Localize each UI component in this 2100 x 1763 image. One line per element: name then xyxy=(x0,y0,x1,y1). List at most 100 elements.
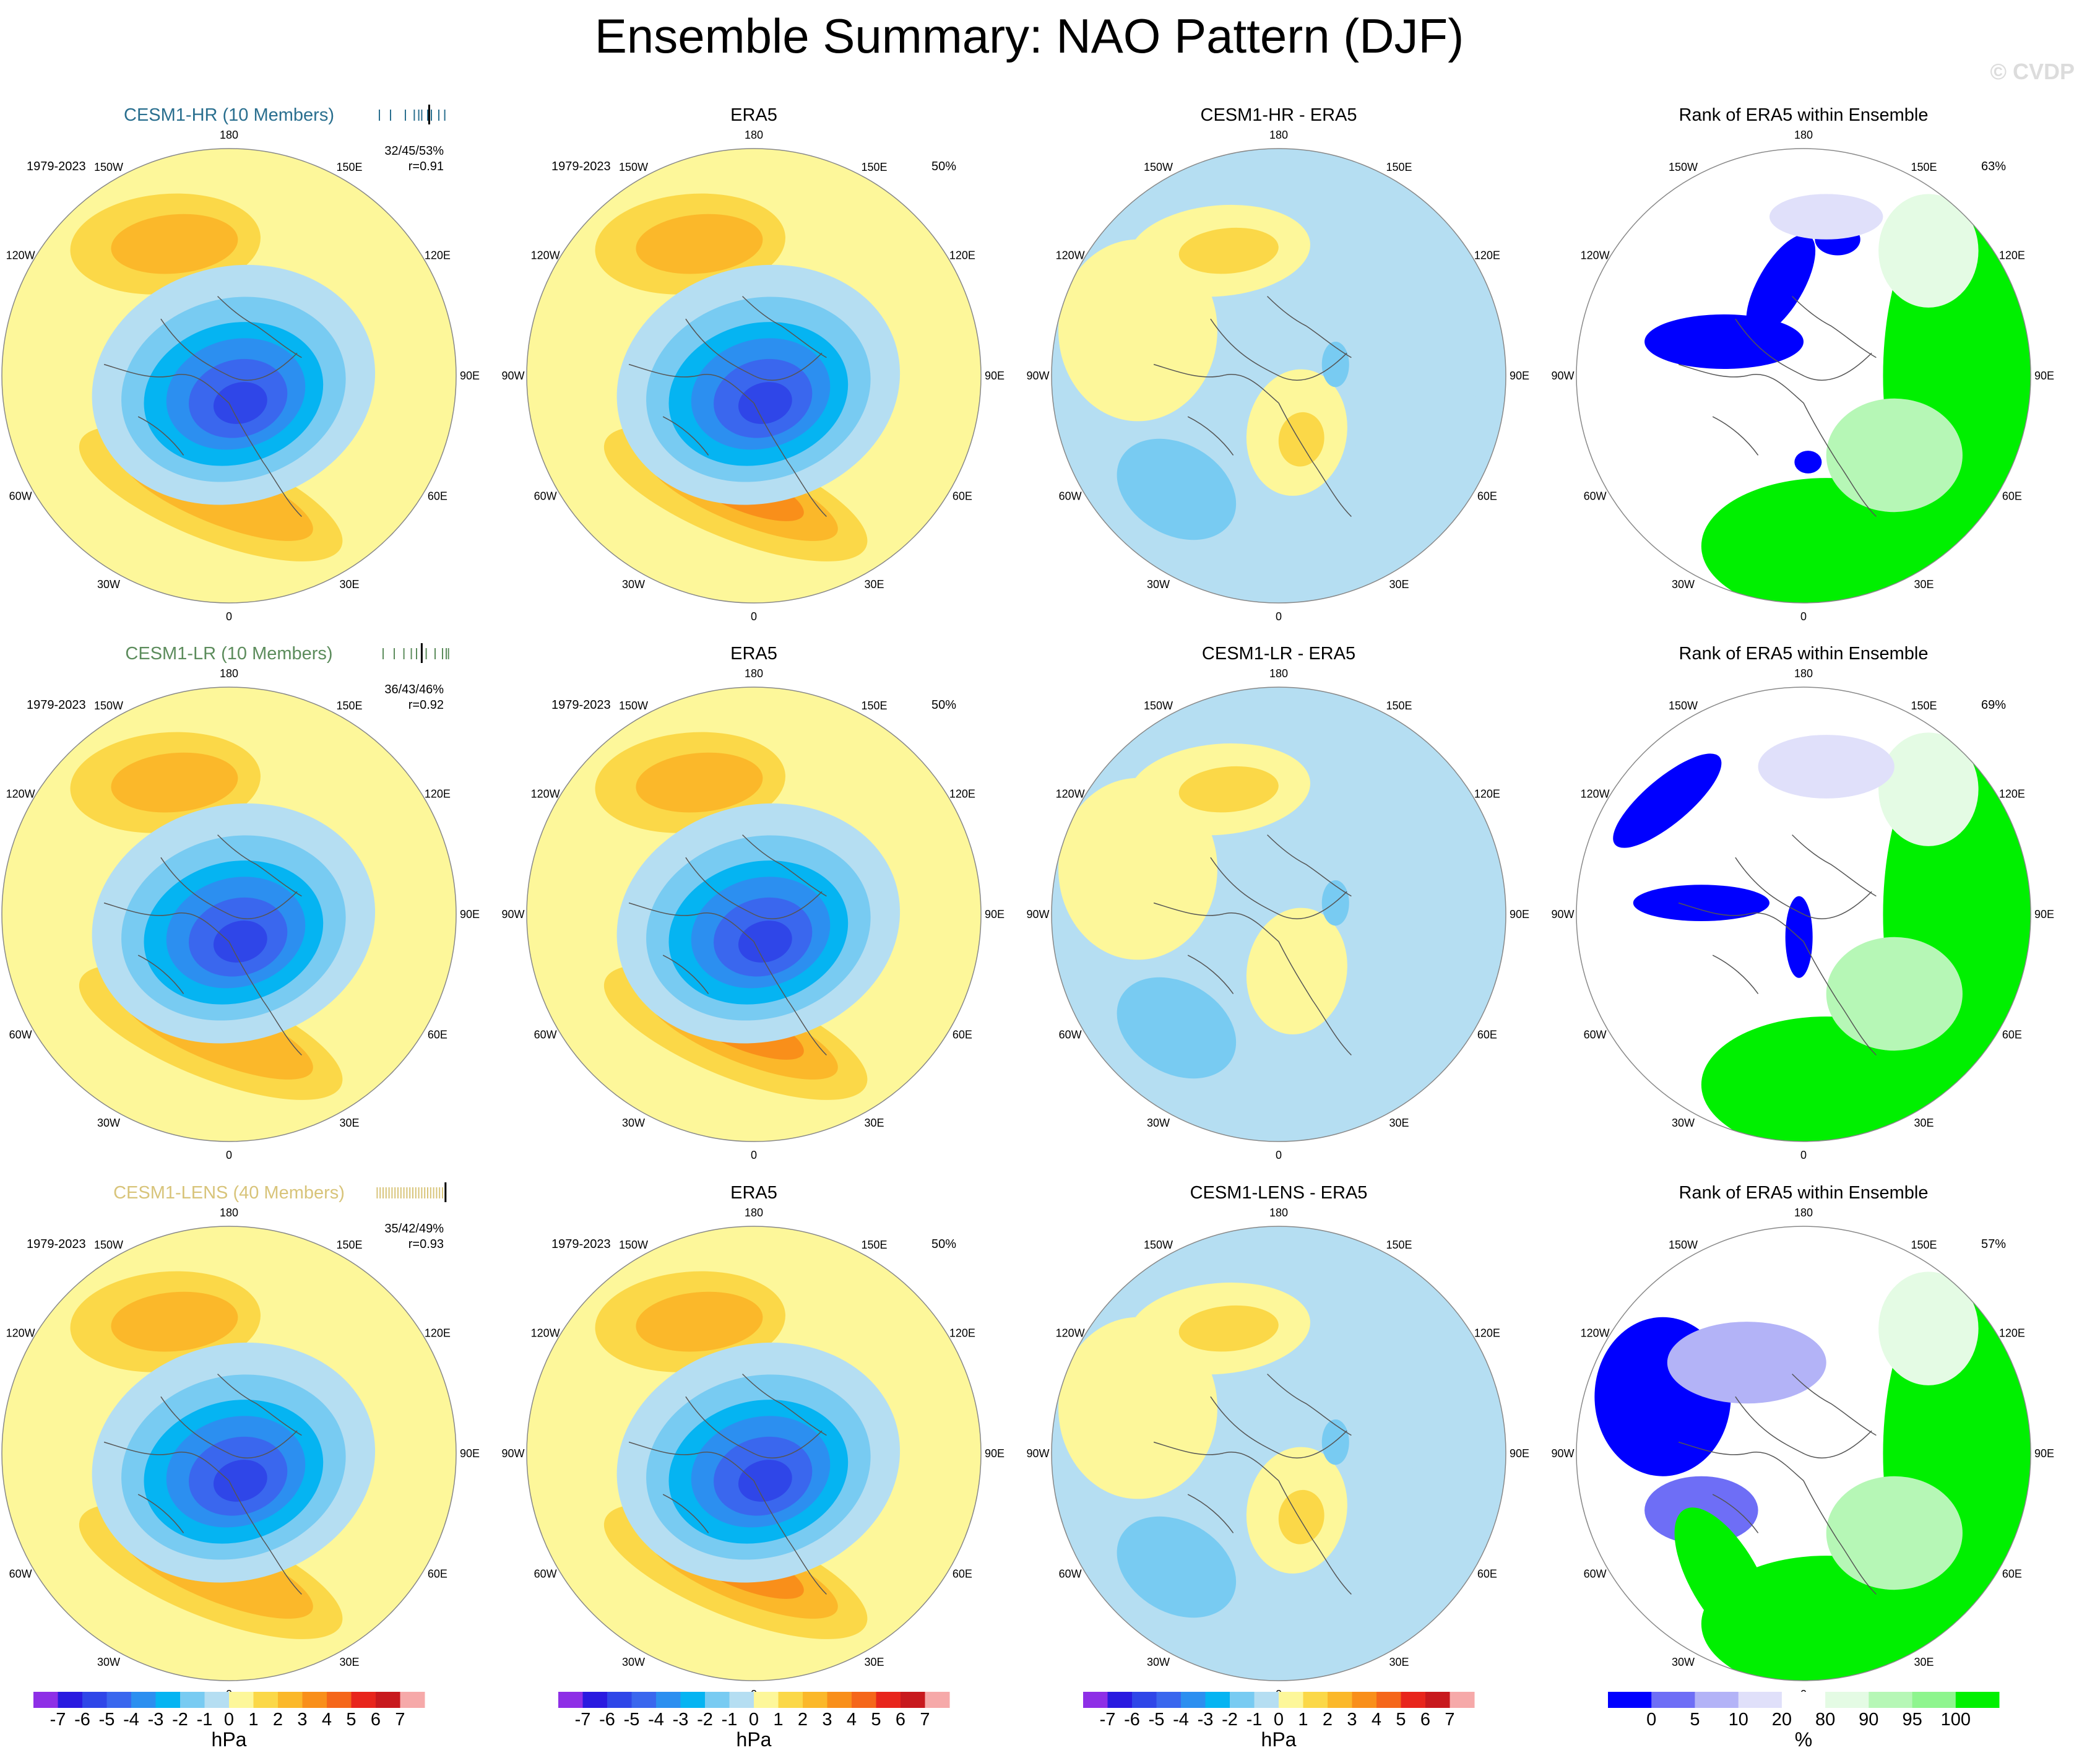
colorbar-swatch xyxy=(1230,1692,1255,1708)
longitude-label: 60W xyxy=(534,1029,557,1041)
longitude-label: 120W xyxy=(6,788,35,800)
longitude-label: 150E xyxy=(861,700,887,712)
colorbar-swatch xyxy=(1328,1692,1352,1708)
coastline-2 xyxy=(1278,1480,1352,1595)
longitude-label: 120W xyxy=(1056,788,1085,800)
longitude-label: 30E xyxy=(864,1117,884,1129)
map-field xyxy=(1576,687,2031,1141)
colorbar-swatch xyxy=(1254,1692,1279,1708)
coastline-0 xyxy=(1210,1396,1347,1458)
longitude-label: 150W xyxy=(1144,1239,1173,1251)
colorbar-tick-label: 4 xyxy=(1372,1710,1381,1730)
colorbar-swatch xyxy=(1781,1692,1826,1708)
longitude-label: 60E xyxy=(1477,1029,1497,1041)
longitude-label: 90E xyxy=(2034,908,2054,920)
longitude-label: 60W xyxy=(1584,490,1607,503)
longitude-label: 30E xyxy=(1914,578,1934,591)
arctic-low-core xyxy=(738,920,792,963)
longitude-label: 150W xyxy=(94,700,123,712)
colorbar-swatch xyxy=(1303,1692,1328,1708)
longitude-label: 30E xyxy=(1389,1656,1409,1668)
colorbar-swatch xyxy=(376,1692,400,1708)
colorbar-swatch xyxy=(1205,1692,1230,1708)
map-panel-diff: 180 150E 120E 90E 60E 30E 0 30W 60W 90W 120W 150W CE… xyxy=(1026,644,1529,1161)
colorbar-tick-label: 0 xyxy=(749,1710,759,1730)
rank-low-north xyxy=(1746,234,1816,336)
percent-label: 69% xyxy=(1981,698,2006,712)
colorbar-tick-label: -1 xyxy=(722,1710,738,1730)
colorbar-swatch xyxy=(1955,1692,2000,1708)
longitude-label: 90W xyxy=(1026,908,1049,920)
longitude-label: 180 xyxy=(1794,129,1813,141)
colorbar-tick-label: -4 xyxy=(1173,1710,1189,1730)
colorbar-swatch xyxy=(925,1692,950,1708)
map-border xyxy=(526,687,982,1142)
colorbar-swatch xyxy=(180,1692,205,1708)
longitude-label: 180 xyxy=(1269,129,1288,141)
coastline-1 xyxy=(1678,363,1804,404)
arctic-low-core xyxy=(213,920,267,963)
pacific-high-core xyxy=(636,1291,763,1352)
longitude-label: 180 xyxy=(220,667,238,680)
map-field xyxy=(2,1226,456,1681)
coastline-1 xyxy=(103,363,230,404)
coastline-4 xyxy=(662,1494,709,1533)
coastline-3 xyxy=(1792,296,1877,358)
colorbar-swatch xyxy=(582,1692,608,1708)
longitude-label: 150W xyxy=(619,161,648,173)
longitude-label: 150E xyxy=(1386,700,1412,712)
longitude-label: 180 xyxy=(220,129,238,141)
coastline-1 xyxy=(1153,363,1279,404)
watermark: © CVDP xyxy=(1990,59,2075,84)
longitude-label: 150E xyxy=(336,1239,362,1251)
longitude-label: 120E xyxy=(949,1327,975,1340)
coastline-3 xyxy=(1267,834,1352,897)
longitude-label: 60E xyxy=(428,490,447,503)
longitude-label: 30E xyxy=(1389,578,1409,591)
colorbar-swatch xyxy=(680,1692,706,1708)
colorbar-swatch xyxy=(302,1692,327,1708)
map-border xyxy=(1,148,457,604)
longitude-label: 150E xyxy=(861,161,887,173)
rank-low-greenland xyxy=(1794,451,1822,474)
colorbar-swatch xyxy=(705,1692,730,1708)
pacific-high-core xyxy=(111,752,238,813)
diff-pacific-positive-core xyxy=(1178,227,1279,274)
coastline-0 xyxy=(1735,318,1872,381)
percent-label: 50% xyxy=(931,698,956,712)
colorbar-swatch xyxy=(1352,1692,1377,1708)
coastline-2 xyxy=(1803,402,1877,518)
colorbar-tick-label: -7 xyxy=(50,1710,66,1730)
coastline-0 xyxy=(1735,857,1872,919)
panel-title: Rank of ERA5 within Ensemble xyxy=(1679,105,1929,125)
colorbar-tick-label: 6 xyxy=(371,1710,381,1730)
longitude-label: 150E xyxy=(1911,1239,1937,1251)
longitude-label: 180 xyxy=(220,1206,238,1219)
longitude-label: 180 xyxy=(745,1206,763,1219)
percent-label: 63% xyxy=(1981,160,2006,173)
longitude-label: 150W xyxy=(1144,161,1173,173)
map-border xyxy=(1051,1226,1506,1681)
colorbar-tick-label: 5 xyxy=(871,1710,881,1730)
colorbar-swatch xyxy=(1181,1692,1206,1708)
longitude-label: 120E xyxy=(1474,249,1500,262)
panel-title: CESM1-LR - ERA5 xyxy=(1202,644,1355,664)
coastline-4 xyxy=(137,955,184,994)
colorbar-tick-label: 1 xyxy=(248,1710,258,1730)
rank-high-mid xyxy=(1826,1476,1963,1590)
colorbar-swatch xyxy=(229,1692,254,1708)
longitude-label: 120W xyxy=(1056,1327,1085,1340)
colorbar-tick-label: 7 xyxy=(920,1710,930,1730)
longitude-label: 60E xyxy=(428,1568,447,1580)
longitude-label: 60E xyxy=(2002,1568,2022,1580)
longitude-label: 60W xyxy=(1584,1568,1607,1580)
longitude-label: 150E xyxy=(1386,161,1412,173)
map-panel-model: 180150E120E90E60E30E030W60W90W120W150WCE… xyxy=(1,105,480,623)
longitude-label: 120E xyxy=(1999,788,2025,800)
colorbar-swatch xyxy=(1651,1692,1695,1708)
map-field xyxy=(2,687,456,1141)
colorbar-tick-label: -5 xyxy=(99,1710,115,1730)
period-label: 1979-2023 xyxy=(551,1237,611,1251)
longitude-label: 30E xyxy=(339,1117,359,1129)
longitude-label: 180 xyxy=(1269,1206,1288,1219)
